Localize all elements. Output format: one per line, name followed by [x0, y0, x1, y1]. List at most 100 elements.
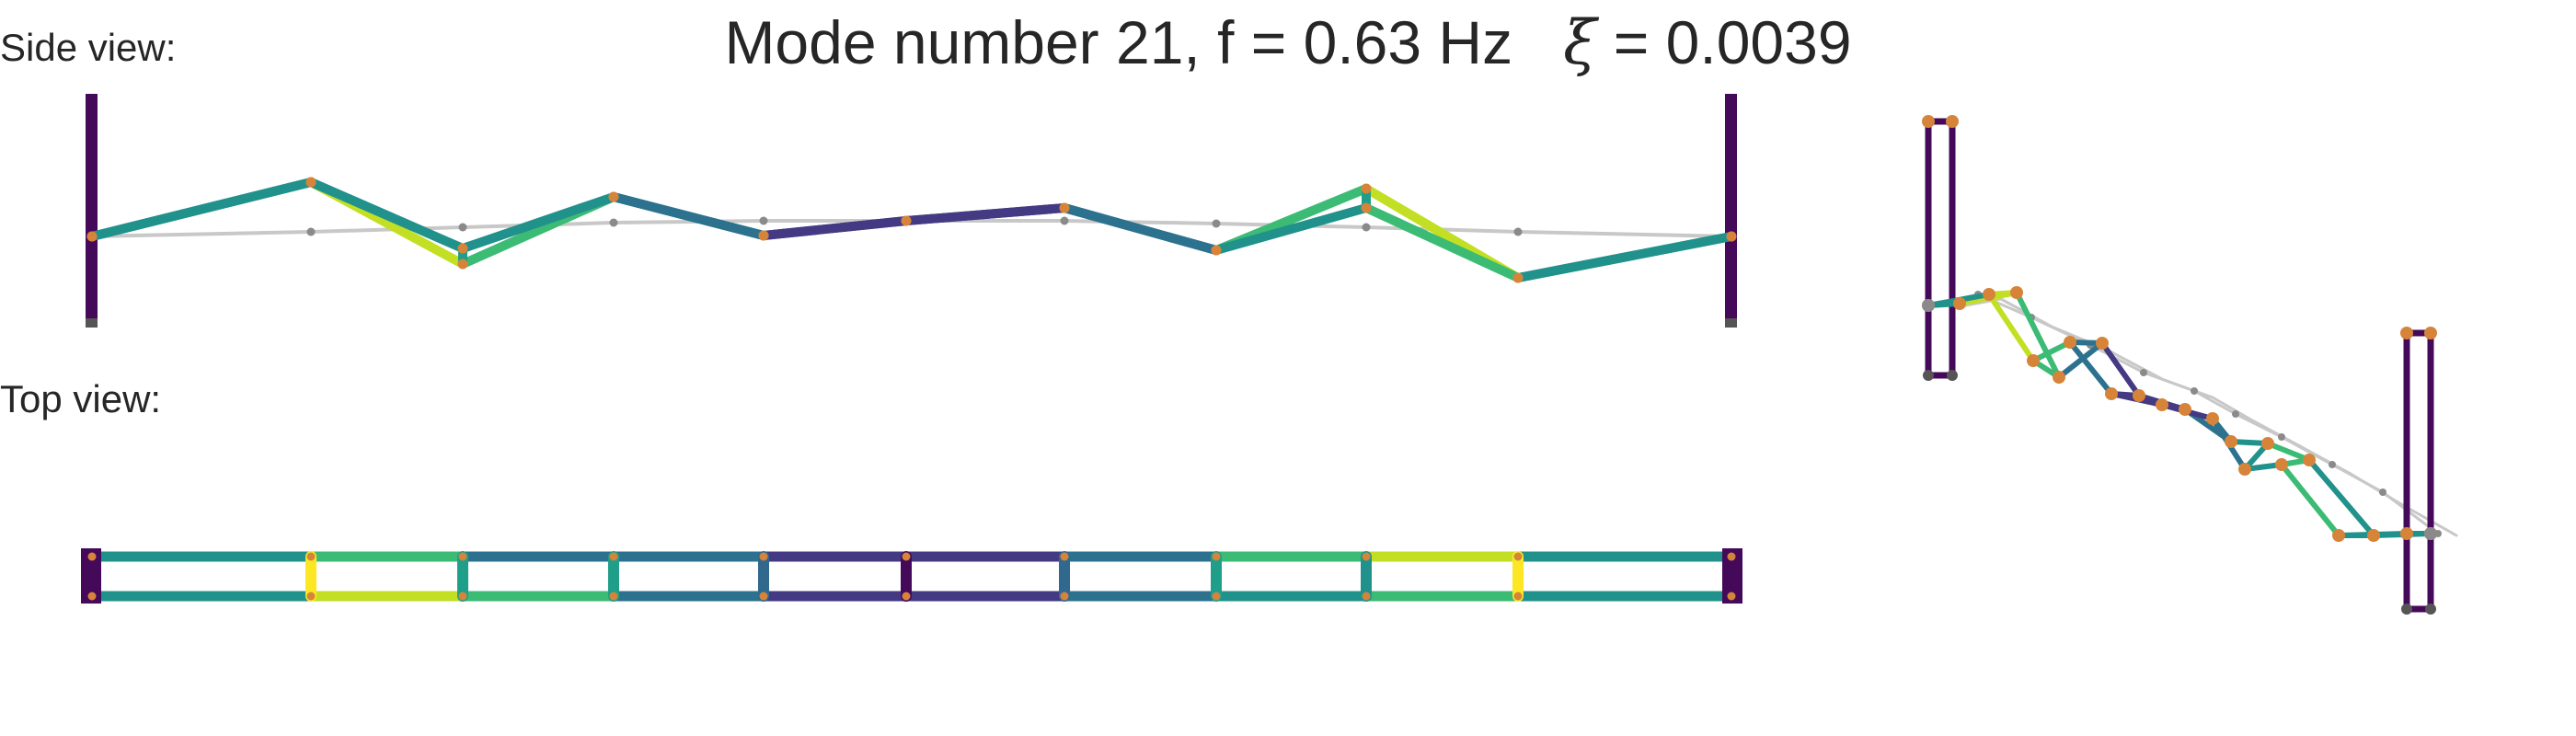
- side-node: [86, 231, 98, 242]
- side-chord-a-segment: [458, 192, 618, 253]
- iso-chord-a-segment: [2030, 339, 2073, 363]
- top-node: [458, 552, 467, 561]
- iso-chord-b-segment: [2265, 441, 2312, 463]
- side-chord-a-segment: [1513, 232, 1736, 282]
- side-node: [457, 259, 468, 270]
- iso-node: [2156, 398, 2168, 411]
- side-undeformed-node: [609, 218, 618, 227]
- iso-undeformed-segment: [2160, 377, 2214, 399]
- side-chord-a-segment: [1362, 203, 1523, 282]
- top-node: [1727, 592, 1736, 601]
- iso-node: [1953, 297, 1966, 310]
- iso-undeformed-node: [2140, 369, 2147, 376]
- side-support-left: [86, 94, 98, 326]
- side-undeformed-node: [458, 223, 467, 232]
- side-undeformed-segment: [90, 230, 313, 238]
- iso-tower-foot: [1923, 370, 1934, 381]
- top-node: [1060, 592, 1069, 601]
- side-node: [1726, 231, 1737, 242]
- side-node: [305, 177, 316, 188]
- iso-tower-foot: [2425, 604, 2436, 615]
- iso-chord-b-segment: [2306, 457, 2376, 538]
- side-undeformed-segment: [309, 225, 465, 234]
- side-undeformed-segment: [1516, 230, 1733, 238]
- iso-chord-b-segment: [2056, 340, 2105, 380]
- side-node: [758, 230, 769, 241]
- iso-tower-node: [2400, 327, 2413, 339]
- iso-node: [2064, 336, 2076, 349]
- top-node: [1727, 552, 1736, 561]
- side-support-right: [1725, 94, 1737, 326]
- side-undeformed-node: [306, 227, 316, 236]
- iso-chord-a-segment: [1986, 292, 2036, 363]
- iso-undeformed-segment: [2088, 343, 2145, 374]
- iso-support-node: [1922, 299, 1935, 312]
- iso-tower-node: [2424, 327, 2437, 339]
- damping-value: = 0.0039: [1596, 8, 1852, 76]
- side-undeformed-node: [1060, 216, 1069, 225]
- iso-chord-a-segment: [2279, 462, 2341, 538]
- iso-node: [2206, 412, 2219, 425]
- iso-support-node: [2424, 527, 2437, 540]
- top-node: [87, 592, 97, 601]
- side-chord-a-segment: [87, 178, 316, 241]
- iso-node: [2238, 463, 2251, 476]
- side-node: [901, 215, 912, 226]
- top-node: [1513, 552, 1523, 561]
- iso-node: [2332, 529, 2345, 542]
- iso-undeformed-node: [2232, 410, 2239, 418]
- side-node: [1512, 272, 1524, 283]
- side-node: [1211, 245, 1222, 256]
- iso-node: [2010, 286, 2023, 299]
- top-node: [1060, 552, 1069, 561]
- iso-node: [2133, 389, 2145, 402]
- iso-chord-b-segment: [2099, 340, 2142, 398]
- top-node: [609, 592, 618, 601]
- iso-node: [2275, 458, 2288, 471]
- damping-symbol: ξ: [1563, 7, 1597, 78]
- iso-node: [2261, 437, 2274, 450]
- iso-tower-node: [1946, 115, 1959, 128]
- top-node: [458, 592, 467, 601]
- side-undeformed-node: [1513, 227, 1523, 236]
- iso-undeformed-node: [2278, 433, 2285, 441]
- top-node: [609, 552, 618, 561]
- top-node: [902, 552, 911, 561]
- iso-node: [2225, 435, 2237, 448]
- top-view-label: Top view:: [0, 377, 162, 420]
- iso-chord-a-segment: [2067, 339, 2114, 397]
- top-node: [87, 552, 97, 561]
- iso-undeformed-node: [2191, 387, 2198, 395]
- top-support-left: [81, 548, 101, 604]
- iso-undeformed-node: [2329, 461, 2336, 468]
- side-undeformed-node: [759, 216, 768, 225]
- iso-node: [2105, 387, 2118, 400]
- side-undeformed-segment: [1063, 219, 1218, 225]
- side-chord-a-segment: [759, 216, 911, 240]
- iso-node: [1983, 288, 1995, 301]
- iso-node: [2179, 403, 2191, 416]
- iso-tower-foot: [1947, 370, 1958, 381]
- top-support-right: [1722, 548, 1742, 604]
- side-node: [1361, 202, 1372, 213]
- side-node: [457, 243, 468, 254]
- top-node: [1212, 552, 1221, 561]
- side-chord-a-segment: [609, 192, 768, 240]
- side-undeformed-node: [1212, 219, 1221, 228]
- iso-node: [2053, 371, 2065, 384]
- top-node: [306, 592, 316, 601]
- iso-chord-b-segment: [2014, 290, 2062, 380]
- top-node: [1513, 592, 1523, 601]
- side-node: [1361, 183, 1372, 194]
- iso-tower-node: [1922, 115, 1935, 128]
- side-node: [1059, 202, 1070, 213]
- top-node: [1212, 592, 1221, 601]
- side-chord-a-segment: [306, 178, 467, 253]
- iso-node: [2303, 454, 2316, 466]
- top-node: [902, 592, 911, 601]
- iso-undeformed-node: [2379, 489, 2386, 496]
- top-node: [1362, 552, 1371, 561]
- iso-node: [2027, 354, 2040, 367]
- side-chord-a-segment: [1212, 203, 1371, 255]
